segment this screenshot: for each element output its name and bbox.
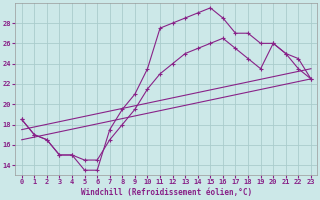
X-axis label: Windchill (Refroidissement éolien,°C): Windchill (Refroidissement éolien,°C) [81, 188, 252, 197]
